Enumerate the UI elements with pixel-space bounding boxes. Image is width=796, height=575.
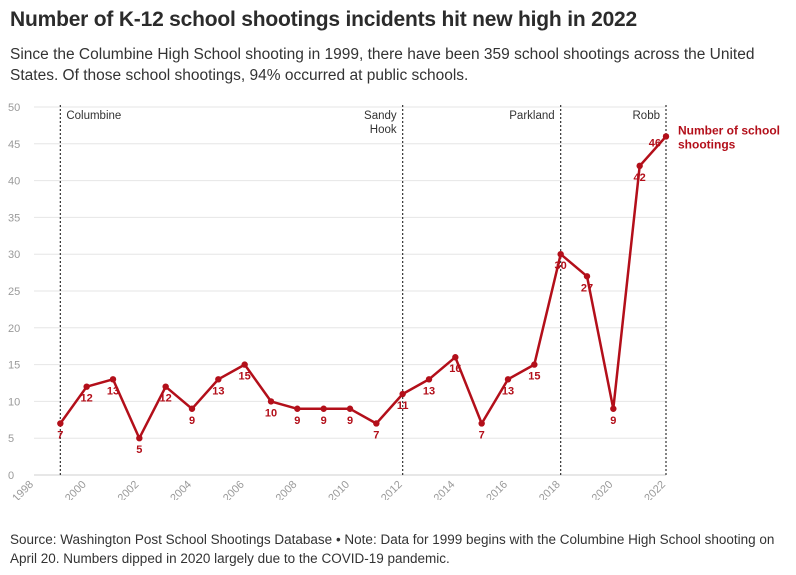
series-label: Number of school [678,123,780,137]
data-label: 5 [136,444,142,456]
series-line-group [59,135,668,440]
data-label: 10 [265,407,277,419]
y-tick-label: 50 [8,102,20,114]
x-tick-label: 2018 [537,479,563,500]
data-point [136,435,143,442]
y-tick-label: 5 [8,433,14,445]
x-tick-label: 2010 [326,479,352,500]
source-note: Source: Washington Post School Shootings… [10,532,775,566]
data-label: 7 [57,429,63,441]
data-label: 46 [649,137,661,149]
x-tick-label: 2022 [642,479,668,500]
y-tick-label: 0 [8,470,14,482]
y-axis-ticks: 0 5 10 15 20 25 30 35 40 45 50 [8,102,20,482]
data-label: 9 [610,415,616,427]
data-label: 15 [528,371,540,383]
y-tick-label: 15 [8,360,20,372]
data-label: 13 [107,385,119,397]
data-label: 7 [479,429,485,441]
y-tick-label: 35 [8,212,20,224]
data-label: 12 [81,393,93,405]
annotation-label: Parkland [509,110,554,122]
data-label: 9 [189,415,195,427]
data-point [636,162,643,170]
line-chart: 0 5 10 15 20 25 30 35 40 45 50 1998 2000 2002 2004 200… [8,102,780,500]
data-point [241,361,248,368]
data-point [478,420,485,427]
data-point [557,251,564,258]
y-tick-label: 45 [8,139,20,151]
data-label: 27 [581,282,593,294]
data-label: 9 [294,415,300,427]
data-label: 11 [397,400,409,412]
x-tick-label: 2004 [168,479,194,500]
x-tick-label: 2000 [63,479,89,500]
data-point [662,133,670,140]
y-tick-label: 10 [8,396,20,408]
data-point [162,383,169,390]
chart-title: Number of K-12 school shootings incident… [10,8,638,31]
x-tick-label: 2014 [432,479,458,500]
y-tick-label: 25 [8,286,20,298]
data-label: 16 [449,363,461,375]
data-point [83,383,90,390]
data-point [610,405,617,412]
data-label: 13 [212,385,224,397]
data-label: 15 [239,371,251,383]
data-label: 7 [373,429,379,441]
x-tick-label: 2008 [274,479,300,500]
data-label: 13 [502,385,514,397]
data-point [531,361,538,368]
data-point [294,405,301,412]
data-points [57,133,670,442]
data-point [346,405,354,412]
data-point [425,376,433,383]
data-label: 9 [321,415,327,427]
data-label: 12 [160,393,172,405]
data-point [57,420,64,427]
x-axis-ticks: 1998 2000 2002 2004 2006 2008 2010 2012 2014 2016… [10,479,668,500]
annotation-label: Hook [370,124,397,136]
annotation-label: Columbine [66,110,121,122]
data-point [215,376,222,383]
data-point [583,273,591,280]
data-point [109,376,117,383]
y-tick-label: 30 [8,249,20,261]
x-tick-label: 1998 [10,479,36,500]
y-tick-label: 20 [8,323,20,335]
data-point [188,405,196,412]
y-tick-label: 40 [8,176,20,188]
x-tick-label: 2020 [590,479,616,500]
data-point [267,398,275,405]
data-label: 13 [423,385,435,397]
data-point [452,354,459,361]
data-point [504,376,512,383]
data-label: 42 [634,172,646,184]
chart-subtitle: Since the Columbine High School shooting… [10,46,755,84]
data-point [399,390,406,398]
event-annotations: Columbine Sandy Hook Parkland Robb [59,105,667,475]
data-point [373,420,380,427]
x-tick-label: 2012 [379,479,405,500]
x-tick-label: 2006 [221,479,247,500]
data-point [320,405,327,412]
data-label: 9 [347,415,353,427]
x-tick-label: 2016 [484,479,510,500]
annotation-label: Robb [633,110,661,122]
x-tick-label: 2002 [116,479,142,500]
series-label: shootings [678,137,736,151]
annotation-label: Sandy [364,110,397,122]
series-line [59,135,668,440]
data-label: 30 [555,260,567,272]
data-labels: 7 12 13 5 12 9 13 15 10 9 9 9 7 11 13 16 7 13 15 30 27 9 42 46 [57,137,661,456]
